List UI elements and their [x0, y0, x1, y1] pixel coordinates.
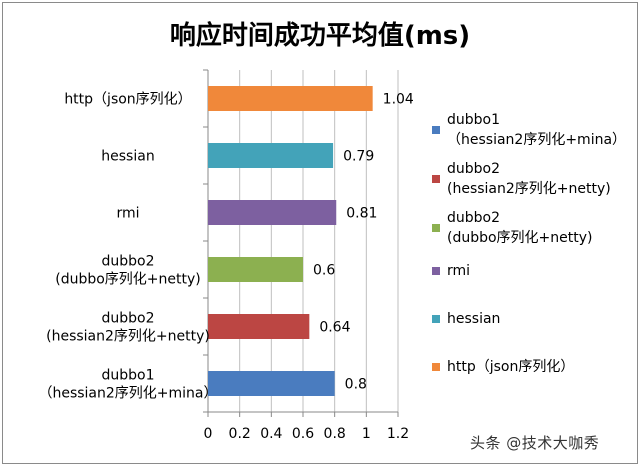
- data-label: 0.8: [345, 377, 367, 393]
- bar: [208, 314, 310, 339]
- legend-label: （hessian2序列化+mina）: [447, 132, 626, 148]
- watermark: 头条 @技术大咖秀: [470, 434, 600, 452]
- data-label: 1.04: [383, 92, 414, 108]
- x-tick-label: 0.4: [260, 426, 282, 442]
- x-tick-label: 1: [362, 426, 371, 442]
- legend-label: (dubbo序列化+netty): [447, 230, 593, 246]
- data-label: 0.64: [319, 320, 350, 336]
- legend-label: dubbo2: [447, 210, 500, 226]
- category-label: rmi: [116, 206, 139, 222]
- bar: [208, 200, 337, 225]
- data-label: 0.79: [343, 149, 374, 165]
- category-label: dubbo2: [101, 254, 154, 270]
- category-label: hessian: [101, 149, 154, 165]
- x-tick-label: 0.2: [229, 426, 251, 442]
- category-label: (hessian2序列化+netty): [46, 329, 210, 345]
- x-tick-label: 0.8: [324, 426, 346, 442]
- chart-title: 响应时间成功平均值(ms): [170, 20, 470, 51]
- legend-swatch: [432, 267, 440, 275]
- legend-swatch: [432, 363, 440, 371]
- x-tick-label: 0: [204, 426, 213, 442]
- legend-swatch: [432, 126, 440, 134]
- legend-swatch: [432, 175, 440, 183]
- legend-label: dubbo2: [447, 161, 500, 177]
- legend-swatch: [432, 315, 440, 323]
- legend-label: dubbo1: [447, 112, 500, 128]
- legend-label: rmi: [447, 263, 470, 279]
- x-tick-label: 1.2: [387, 426, 409, 442]
- bar: [208, 86, 373, 111]
- category-label: dubbo2: [101, 311, 154, 327]
- category-label: （hessian2序列化+mina）: [38, 386, 217, 402]
- legend-label: hessian: [447, 311, 500, 327]
- data-label: 0.6: [313, 263, 335, 279]
- legend-label: http（json序列化）: [447, 359, 574, 375]
- data-label: 0.81: [346, 206, 377, 222]
- bar: [208, 257, 303, 282]
- legend-swatch: [432, 224, 440, 232]
- category-label: dubbo1: [101, 368, 154, 384]
- category-label: http（json序列化）: [64, 92, 191, 108]
- bar: [208, 143, 334, 168]
- legend-label: (hessian2序列化+netty): [447, 181, 611, 197]
- bar: [208, 371, 335, 396]
- x-tick-label: 0.6: [292, 426, 314, 442]
- category-label: (dubbo序列化+netty): [55, 272, 201, 288]
